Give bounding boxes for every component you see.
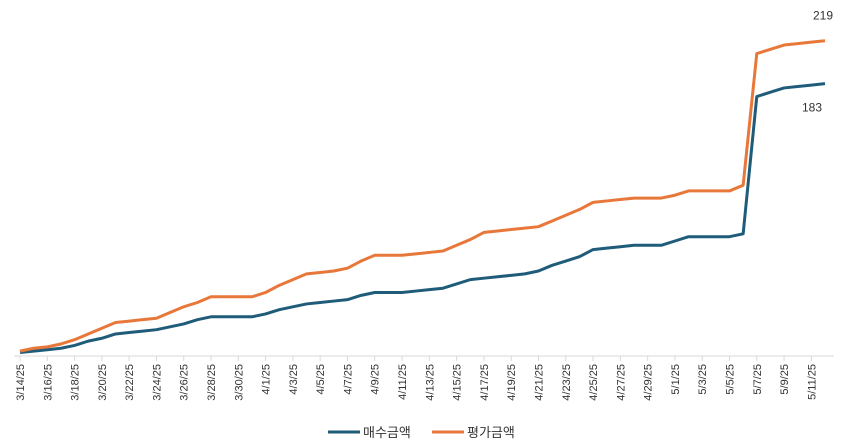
x-tick-label: 5/1/25: [670, 364, 682, 395]
x-tick-label: 4/21/25: [533, 364, 545, 401]
data-label: 183: [802, 101, 822, 115]
x-tick-label: 4/13/25: [424, 364, 436, 401]
x-axis-labels: 3/14/25 3/16/25 3/18/25 3/20/25 3/22/25 3/24/…: [15, 364, 818, 401]
x-tick-label: 4/9/25: [370, 364, 382, 395]
x-tick-label: 3/22/25: [124, 364, 136, 401]
x-tick-label: 5/7/25: [752, 364, 764, 395]
x-tick-label: 3/26/25: [179, 364, 191, 401]
x-tick-label: 3/20/25: [97, 364, 109, 401]
x-tick-label: 3/16/25: [42, 364, 54, 401]
x-tick-label: 4/7/25: [342, 364, 354, 395]
x-tick-label: 3/24/25: [151, 364, 163, 401]
x-tick-label: 4/3/25: [288, 364, 300, 395]
x-tick-label: 4/23/25: [561, 364, 573, 401]
series-line-2: [19, 39, 826, 353]
x-tick-label: 5/9/25: [779, 364, 791, 395]
x-axis-ticks: [19, 356, 812, 361]
x-tick-label: 4/17/25: [479, 364, 491, 401]
data-labels: 219 183: [802, 9, 833, 115]
legend-item-series-2: 평가금액: [432, 425, 515, 440]
legend-item-series-1: 매수금액: [328, 425, 411, 440]
plot-area: 3/14/25 3/16/25 3/18/25 3/20/25 3/22/25 3/24/…: [14, 9, 834, 401]
legend-label-series-1: 매수금액: [363, 425, 411, 440]
series-lines: [19, 39, 826, 355]
x-tick-label: 3/18/25: [70, 364, 82, 401]
x-tick-label: 4/5/25: [315, 364, 327, 395]
x-tick-label: 5/3/25: [697, 364, 709, 395]
x-tick-label: 4/25/25: [588, 364, 600, 401]
x-tick-label: 3/28/25: [206, 364, 218, 401]
legend: 매수금액 평가금액: [328, 425, 515, 440]
legend-label-series-2: 평가금액: [467, 425, 515, 440]
x-tick-label: 5/5/25: [724, 364, 736, 395]
x-tick-label: 3/14/25: [15, 364, 27, 401]
x-tick-label: 4/11/25: [397, 364, 409, 400]
x-tick-label: 4/1/25: [261, 364, 273, 395]
data-label: 219: [813, 9, 833, 23]
x-tick-label: 5/11/25: [806, 364, 818, 400]
series-line-1: [19, 82, 826, 355]
x-tick-label: 4/15/25: [452, 364, 464, 401]
x-tick-label: 3/30/25: [233, 364, 245, 401]
x-tick-label: 4/27/25: [615, 364, 627, 401]
x-tick-label: 4/29/25: [643, 364, 655, 401]
x-tick-label: 4/19/25: [506, 364, 518, 401]
